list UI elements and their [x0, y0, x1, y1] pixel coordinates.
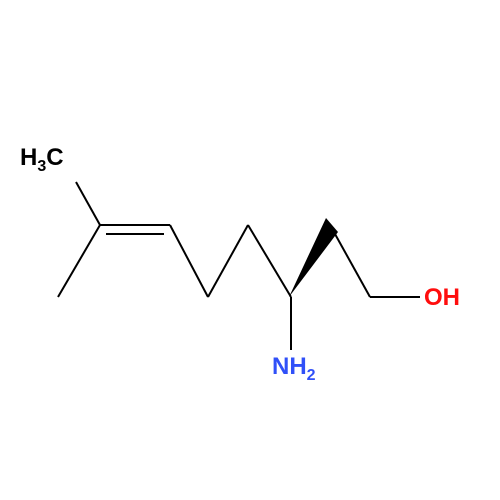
label-nh2: NH2: [272, 353, 316, 384]
molecule-canvas: H3C NH2 OH: [0, 0, 500, 500]
wedge-c3-c2: [289, 218, 338, 297]
bond-me-down-sp2: [58, 225, 100, 297]
label-h3c-h: H: [20, 144, 37, 171]
label-oh-o: O: [424, 284, 443, 311]
label-nh2-2: 2: [307, 367, 316, 384]
label-nh2-nh: NH: [272, 353, 307, 380]
label-oh-h: H: [443, 284, 460, 311]
label-h3c: H3C: [20, 144, 64, 175]
label-oh: OH: [424, 284, 460, 311]
bond-me-left-sp2: [76, 182, 100, 225]
label-h3c-c: C: [46, 144, 63, 171]
bond-c4-c3: [248, 225, 291, 297]
label-h3c-3: 3: [37, 158, 46, 175]
bond-c5-c4: [208, 225, 248, 297]
bond-c6-c5: [170, 225, 208, 297]
bond-c2-c1: [330, 225, 370, 297]
